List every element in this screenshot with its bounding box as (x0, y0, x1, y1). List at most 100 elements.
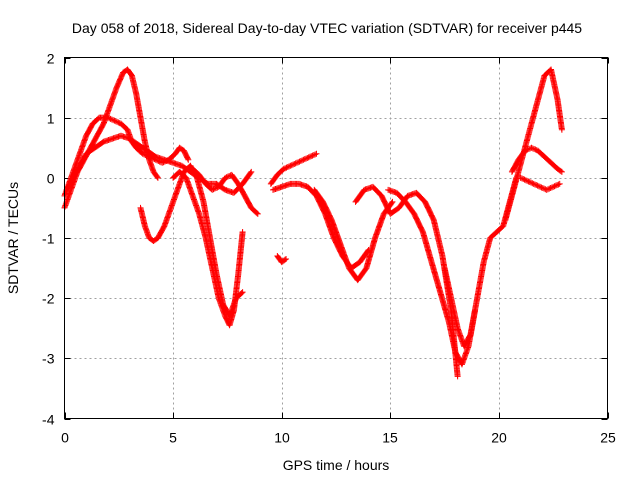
data-point (525, 145, 532, 152)
data-point (388, 199, 395, 206)
data-point (538, 184, 545, 191)
x-tick-label: 0 (61, 430, 69, 446)
data-point (524, 177, 531, 184)
data-point (209, 186, 216, 193)
y-tick-label: 2 (47, 51, 55, 67)
data-point (286, 163, 293, 170)
data-point (253, 210, 260, 217)
data-point (522, 177, 529, 184)
data-point (531, 181, 538, 188)
data-point (238, 290, 245, 297)
data-point (108, 116, 115, 123)
data-point (454, 373, 461, 380)
data-point (283, 164, 290, 171)
data-point (541, 185, 548, 192)
data-points (61, 66, 565, 380)
y-tick-label: -2 (42, 291, 55, 307)
data-point (521, 176, 528, 183)
data-point (539, 185, 546, 192)
data-point (210, 186, 217, 193)
series-arc-14 (502, 66, 565, 223)
data-point (291, 160, 298, 167)
data-point (293, 159, 300, 166)
data-point (304, 154, 311, 161)
series-arc-8 (274, 253, 290, 266)
data-point (211, 185, 218, 192)
series-arc-16 (517, 174, 563, 193)
data-point (531, 145, 538, 152)
data-point (303, 155, 310, 162)
data-point (529, 145, 536, 152)
data-point (140, 151, 147, 158)
data-point (525, 178, 532, 185)
data-point (292, 160, 299, 167)
y-tick-label: 1 (47, 111, 55, 127)
data-point (305, 154, 312, 161)
data-point (283, 256, 290, 263)
data-point (523, 147, 530, 154)
data-point (546, 185, 553, 192)
series-arc-11 (352, 183, 461, 380)
data-point (213, 185, 220, 192)
data-point (284, 164, 291, 171)
data-point (558, 126, 565, 133)
y-tick-label: -3 (42, 351, 55, 367)
data-point (389, 198, 396, 205)
data-point (115, 119, 122, 126)
data-point (295, 159, 302, 166)
data-point (184, 155, 191, 162)
data-point (557, 168, 564, 175)
data-point (528, 144, 535, 151)
x-tick-label: 20 (491, 430, 507, 446)
data-point (517, 174, 524, 181)
data-point (530, 180, 537, 187)
data-point (248, 168, 255, 175)
data-point (312, 151, 319, 158)
data-point (223, 174, 230, 181)
data-point (224, 173, 231, 180)
data-point (247, 169, 254, 176)
x-tick-label: 25 (600, 430, 616, 446)
data-point (520, 176, 527, 183)
series-arc-15 (508, 144, 565, 175)
x-tick-label: 10 (274, 430, 290, 446)
data-point (544, 186, 551, 193)
series-arc-6 (189, 165, 261, 217)
y-tick-label: 0 (47, 171, 55, 187)
data-point (282, 165, 289, 172)
data-point (185, 156, 192, 163)
data-point (309, 152, 316, 159)
data-point (310, 151, 317, 158)
data-point (114, 118, 121, 125)
data-point (533, 182, 540, 189)
data-point (518, 175, 525, 182)
y-tick-label: -1 (42, 231, 55, 247)
plot-frame (64, 57, 608, 419)
data-point (301, 156, 308, 163)
data-point (154, 173, 161, 180)
data-point (254, 210, 261, 217)
series-arc-7 (267, 150, 320, 187)
data-point (222, 174, 229, 181)
data-point (110, 117, 117, 124)
chart-title: Day 058 of 2018, Sidereal Day-to-day VTE… (72, 20, 582, 36)
data-point (107, 115, 114, 122)
data-point (556, 180, 563, 187)
axis-ticks: 0 5 10 15 20 25 -4 -3 -2 -1 0 1 2 (42, 51, 616, 446)
data-point (308, 153, 315, 160)
data-point (535, 183, 542, 190)
data-point (552, 182, 559, 189)
data-point (239, 289, 246, 296)
data-point (548, 184, 555, 191)
series-arc-3 (63, 132, 255, 196)
data-point (111, 117, 118, 124)
data-point (532, 146, 539, 153)
data-point (550, 183, 557, 190)
data-point (106, 115, 113, 122)
data-point (139, 150, 146, 157)
data-point (526, 179, 533, 186)
data-point (543, 186, 550, 193)
data-point (297, 157, 304, 164)
data-point (558, 168, 565, 175)
